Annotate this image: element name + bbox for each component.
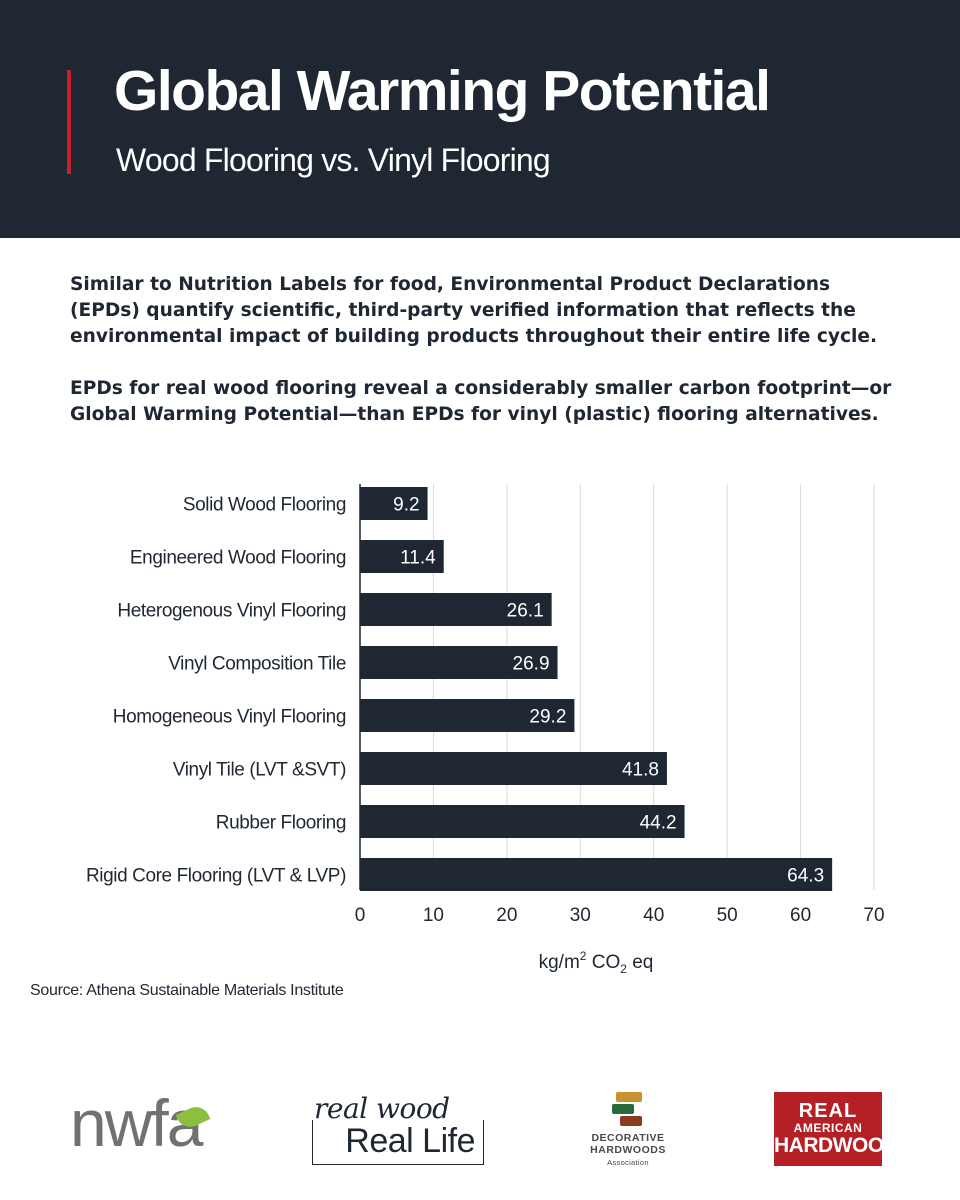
x-tick-label: 20 — [496, 905, 517, 926]
bar-0 — [360, 487, 428, 520]
value-label: 64.3 — [787, 866, 824, 887]
bar-6 — [360, 805, 685, 838]
x-tick-label: 60 — [790, 905, 811, 926]
real-wood-real-life-logo: real wood Real Life — [312, 1092, 484, 1166]
category-label: Rigid Core Flooring (LVT & LVP) — [86, 866, 346, 887]
bar-chart: Solid Wood Flooring 9.2 Engineered Wood Fl… — [86, 484, 885, 976]
value-label: 29.2 — [529, 707, 566, 728]
x-tick-label: 0 — [355, 905, 366, 926]
dha-mark-icon — [612, 1092, 644, 1126]
category-label: Vinyl Tile (LVT &SVT) — [173, 760, 346, 781]
value-label: 9.2 — [393, 495, 419, 516]
category-label: Heterogenous Vinyl Flooring — [117, 601, 346, 622]
bar-4 — [360, 699, 575, 732]
dha-wordmark: DECORATIVE HARDWOODS Association — [578, 1132, 678, 1169]
decorative-hardwoods-logo: DECORATIVE HARDWOODS Association — [578, 1092, 678, 1172]
page-subtitle: Wood Flooring vs. Vinyl Flooring — [116, 142, 551, 178]
intro-paragraph-1: Similar to Nutrition Labels for food, En… — [70, 274, 878, 347]
value-label: 26.9 — [513, 654, 550, 675]
page-title: Global Warming Potential — [114, 59, 771, 123]
intro-paragraph-2: EPDs for real wood flooring reveal a con… — [70, 378, 892, 425]
bar-3 — [360, 646, 558, 679]
category-label: Rubber Flooring — [216, 813, 346, 834]
logo-strip: nwfa real wood Real Life DECORATIVE HARD… — [0, 1080, 960, 1180]
x-axis-label: kg/m2 CO2 eq — [539, 949, 654, 976]
rwrl-script: real wood — [314, 1092, 450, 1125]
bar-7 — [360, 858, 833, 891]
bar-5 — [360, 752, 667, 785]
dha-line-2: HARDWOODS — [590, 1144, 666, 1156]
accent-bar — [67, 70, 71, 174]
rwrl-box: Real Life — [312, 1120, 484, 1165]
rah-line-2: AMERICAN — [793, 1121, 863, 1135]
bar-2 — [360, 593, 552, 626]
category-label: Engineered Wood Flooring — [130, 548, 346, 569]
category-label: Homogeneous Vinyl Flooring — [113, 707, 346, 728]
dha-line-1: DECORATIVE — [591, 1132, 665, 1144]
x-tick-label: 30 — [570, 905, 591, 926]
x-tick-label: 40 — [643, 905, 664, 926]
rah-line-1: REAL — [798, 1100, 858, 1122]
value-label: 26.1 — [507, 601, 544, 622]
x-tick-label: 70 — [863, 905, 884, 926]
real-american-hardwood-logo: REAL AMERICAN HARDWOOD. — [774, 1092, 904, 1166]
value-label: 44.2 — [640, 813, 677, 834]
x-tick-label: 50 — [717, 905, 738, 926]
value-label: 41.8 — [622, 760, 659, 781]
source-note: Source: Athena Sustainable Materials Ins… — [30, 982, 344, 999]
value-label: 11.4 — [400, 548, 436, 569]
dha-line-3: Association — [607, 1158, 649, 1167]
rwrl-text: Real Life — [345, 1122, 475, 1160]
category-label: Vinyl Composition Tile — [168, 654, 346, 675]
x-tick-label: 10 — [423, 905, 444, 926]
bar-1 — [360, 540, 444, 573]
category-label: Solid Wood Flooring — [183, 495, 346, 516]
rah-line-3: HARDWOOD. — [774, 1134, 904, 1157]
header-banner: Global Warming Potential Wood Flooring v… — [0, 0, 960, 238]
intro-text: Similar to Nutrition Labels for food, En… — [70, 272, 900, 454]
